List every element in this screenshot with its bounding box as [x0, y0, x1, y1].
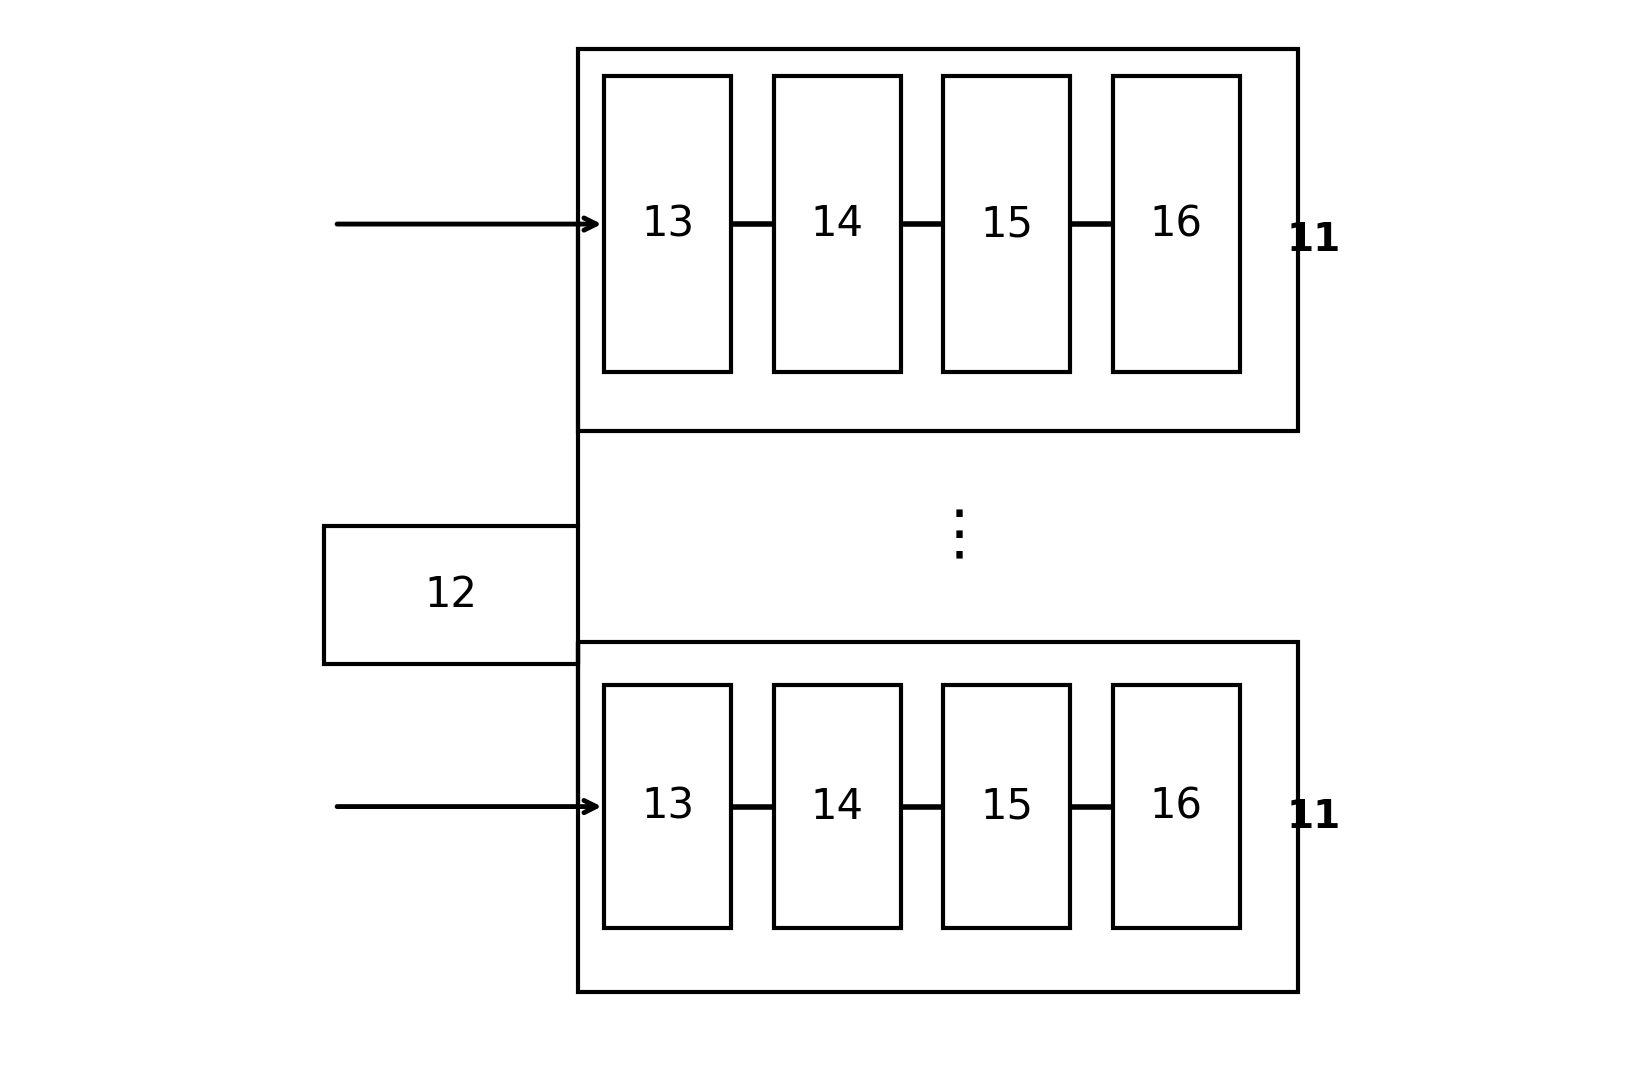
Bar — [605, 685, 731, 928]
Bar — [943, 685, 1070, 928]
Bar — [1112, 76, 1240, 372]
Text: 15: 15 — [981, 203, 1033, 245]
Bar — [578, 643, 1298, 991]
Bar — [774, 76, 900, 372]
Bar — [578, 49, 1298, 430]
Text: 14: 14 — [812, 203, 864, 245]
Text: 13: 13 — [641, 203, 695, 245]
Text: 13: 13 — [641, 785, 695, 827]
Text: 11: 11 — [1286, 798, 1341, 836]
Text: ⋮: ⋮ — [928, 508, 989, 565]
Text: 11: 11 — [1286, 221, 1341, 259]
Text: 14: 14 — [812, 785, 864, 827]
Bar — [774, 685, 900, 928]
Text: 12: 12 — [424, 574, 476, 616]
Text: 15: 15 — [981, 785, 1033, 827]
Bar — [324, 526, 578, 663]
Text: 16: 16 — [1150, 785, 1203, 827]
Bar — [1112, 685, 1240, 928]
Text: 16: 16 — [1150, 203, 1203, 245]
Bar — [943, 76, 1070, 372]
Bar — [605, 76, 731, 372]
